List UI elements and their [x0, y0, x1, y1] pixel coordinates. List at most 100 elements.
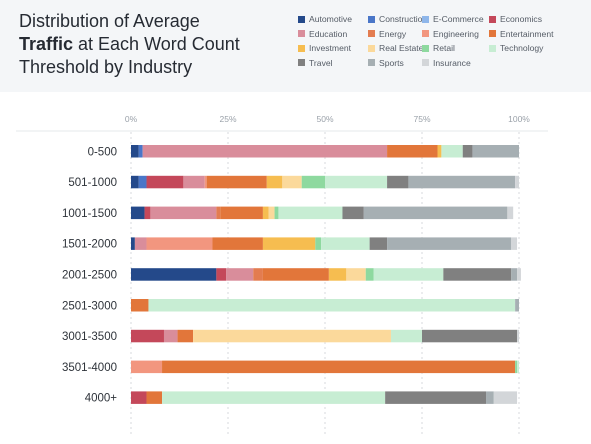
x-tick-label-4: 100%	[508, 114, 530, 124]
legend-item-investment: Investment	[298, 43, 351, 54]
bar-0-500-sports	[472, 145, 519, 158]
bar-1001-1500-insurance	[507, 206, 514, 220]
title-line-1: Distribution of Average	[19, 11, 200, 31]
legend-item-sports: Sports	[368, 58, 404, 69]
bar-1501-2000-travel	[369, 237, 388, 250]
bar-2001-2500-investment	[328, 268, 347, 281]
legend-label-technology: Technology	[500, 43, 544, 53]
bar-0-500-automotive	[131, 145, 139, 158]
bar-3501-4000-entertainment	[162, 360, 516, 374]
category-label-2501-3000: 2501-3000	[62, 300, 117, 312]
bar-2001-2500-education	[226, 268, 254, 281]
bar-501-1000-entertainment	[206, 175, 267, 189]
bar-1001-1500-automotive	[131, 206, 145, 220]
category-labels: 0-500 501-1000 1001-1500 1501-2000 2001-2500…	[62, 146, 117, 404]
legend-swatch-energy	[368, 30, 375, 37]
legend-swatch-education	[298, 30, 305, 37]
x-tick-label-0: 0%	[125, 114, 138, 124]
bar-3501-4000-engineering	[131, 360, 163, 374]
bar-1501-2000-retail	[315, 237, 322, 250]
legend-swatch-retail	[422, 44, 429, 52]
legend-label-travel: Travel	[309, 57, 333, 68]
bar-0-500-entertainment	[387, 145, 438, 158]
title-line-2: at Each Word Count	[73, 34, 240, 54]
stacked-bar-chart: 0% 25% 50% 75% 100% 0-500 501-1000 1001-1500 15…	[16, 114, 548, 436]
bar-2001-2500-entertainment	[262, 268, 329, 281]
bar-501-1000-real-estate	[282, 175, 302, 189]
bar-1501-2000-insurance	[511, 237, 518, 250]
legend-item-travel: Travel	[298, 58, 333, 69]
bar-4000-sports	[486, 391, 494, 404]
legend-label-investment: Investment	[309, 43, 352, 53]
bar-1001-1500-entertainment	[220, 206, 263, 220]
bar-4000-insurance	[493, 391, 518, 404]
bar-3001-3500-entertainment	[177, 329, 194, 343]
legend-swatch-sports	[368, 59, 375, 66]
legend-item-entertainment: Entertainment	[489, 29, 554, 40]
bar-4000-entertainment	[146, 391, 163, 404]
bar-3001-3500-technology	[390, 329, 422, 343]
legend-item-retail: Retail	[422, 43, 455, 54]
bar-1001-1500-economics	[144, 206, 151, 220]
legend-item-energy: Energy	[368, 29, 406, 40]
legend-item-real-estate: Real Estate	[368, 43, 423, 54]
bar-1001-1500-sports	[363, 206, 508, 220]
bar-0-500-education	[142, 145, 388, 158]
bar-2001-2500-insurance	[517, 268, 521, 281]
bar-2001-2500-technology	[373, 268, 444, 281]
legend-label-engineering: Engineering	[433, 28, 479, 39]
legend-label-energy: Energy	[379, 28, 407, 39]
legend-swatch-engineering	[422, 30, 429, 37]
bar-1501-2000-entertainment	[212, 237, 263, 250]
category-label-2001-2500: 2001-2500	[62, 269, 117, 281]
legend-swatch-e-commerce	[422, 15, 429, 23]
x-tick-label-2: 50%	[316, 114, 333, 124]
bar-501-1000-construction	[138, 175, 147, 189]
x-tick-label-1: 25%	[219, 114, 236, 124]
x-tick-label-3: 75%	[413, 114, 430, 124]
bar-3001-3500-travel	[422, 329, 518, 343]
bar-1001-1500-retail	[274, 206, 279, 220]
bar-2001-2500-economics	[216, 268, 227, 281]
bar-1501-2000-automotive	[131, 237, 135, 250]
legend-label-e-commerce: E-Commerce	[433, 14, 484, 24]
category-label-501-1000: 501-1000	[68, 177, 117, 189]
legend-item-automotive: Automotive	[298, 14, 352, 25]
bar-1501-2000-engineering	[146, 237, 213, 250]
bar-2501-3000-entertainment	[131, 299, 149, 312]
bar-1001-1500-investment	[262, 206, 269, 220]
bar-1501-2000-education	[134, 237, 147, 250]
bar-501-1000-travel	[387, 175, 409, 189]
legend-swatch-automotive	[298, 15, 305, 23]
bar-501-1000-automotive	[131, 175, 139, 189]
bar-1001-1500-education	[150, 206, 217, 220]
legend-item-economics: Economics	[489, 14, 542, 25]
legend-swatch-insurance	[422, 59, 429, 66]
bar-3001-3500-real-estate	[193, 329, 391, 343]
bar-0-500-construction	[138, 145, 143, 158]
category-label-1501-2000: 1501-2000	[62, 239, 117, 251]
bar-4000-economics	[131, 391, 147, 404]
bar-501-1000-retail	[301, 175, 325, 189]
bar-0-500-investment	[437, 145, 442, 158]
legend-item-education: Education	[298, 29, 347, 40]
category-label-1001-1500: 1001-1500	[62, 208, 117, 220]
bar-2001-2500-energy	[253, 268, 263, 281]
bar-501-1000-investment	[266, 175, 283, 189]
legend-label-entertainment: Entertainment	[500, 28, 554, 39]
bar-501-1000-sports	[408, 175, 516, 189]
bar-4000-travel	[385, 391, 487, 404]
legend-swatch-construction	[368, 15, 375, 23]
bar-2501-3000-sports	[515, 299, 519, 312]
bar-501-1000-technology	[325, 175, 388, 189]
bar-2001-2500-travel	[443, 268, 512, 281]
bar-2001-2500-automotive	[131, 268, 217, 281]
legend-swatch-travel	[298, 59, 305, 66]
bar-501-1000-education	[183, 175, 205, 189]
category-label-4000: 4000+	[85, 393, 118, 405]
bar-3001-3500-insurance	[517, 329, 519, 343]
bar-1001-1500-real-estate	[268, 206, 275, 220]
x-axis-ticks: 0% 25% 50% 75% 100%	[125, 114, 530, 124]
bars	[131, 145, 521, 404]
legend-item-e-commerce: E-Commerce	[422, 14, 484, 25]
